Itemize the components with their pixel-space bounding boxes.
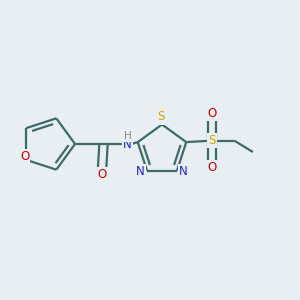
Text: O: O	[20, 150, 29, 163]
Text: S: S	[208, 134, 215, 147]
Text: O: O	[98, 168, 106, 182]
Text: O: O	[207, 161, 216, 174]
Text: N: N	[136, 165, 145, 178]
Text: N: N	[123, 137, 132, 151]
Text: O: O	[207, 107, 216, 120]
Text: H: H	[124, 130, 131, 141]
Text: S: S	[158, 110, 165, 124]
Text: N: N	[179, 165, 188, 178]
